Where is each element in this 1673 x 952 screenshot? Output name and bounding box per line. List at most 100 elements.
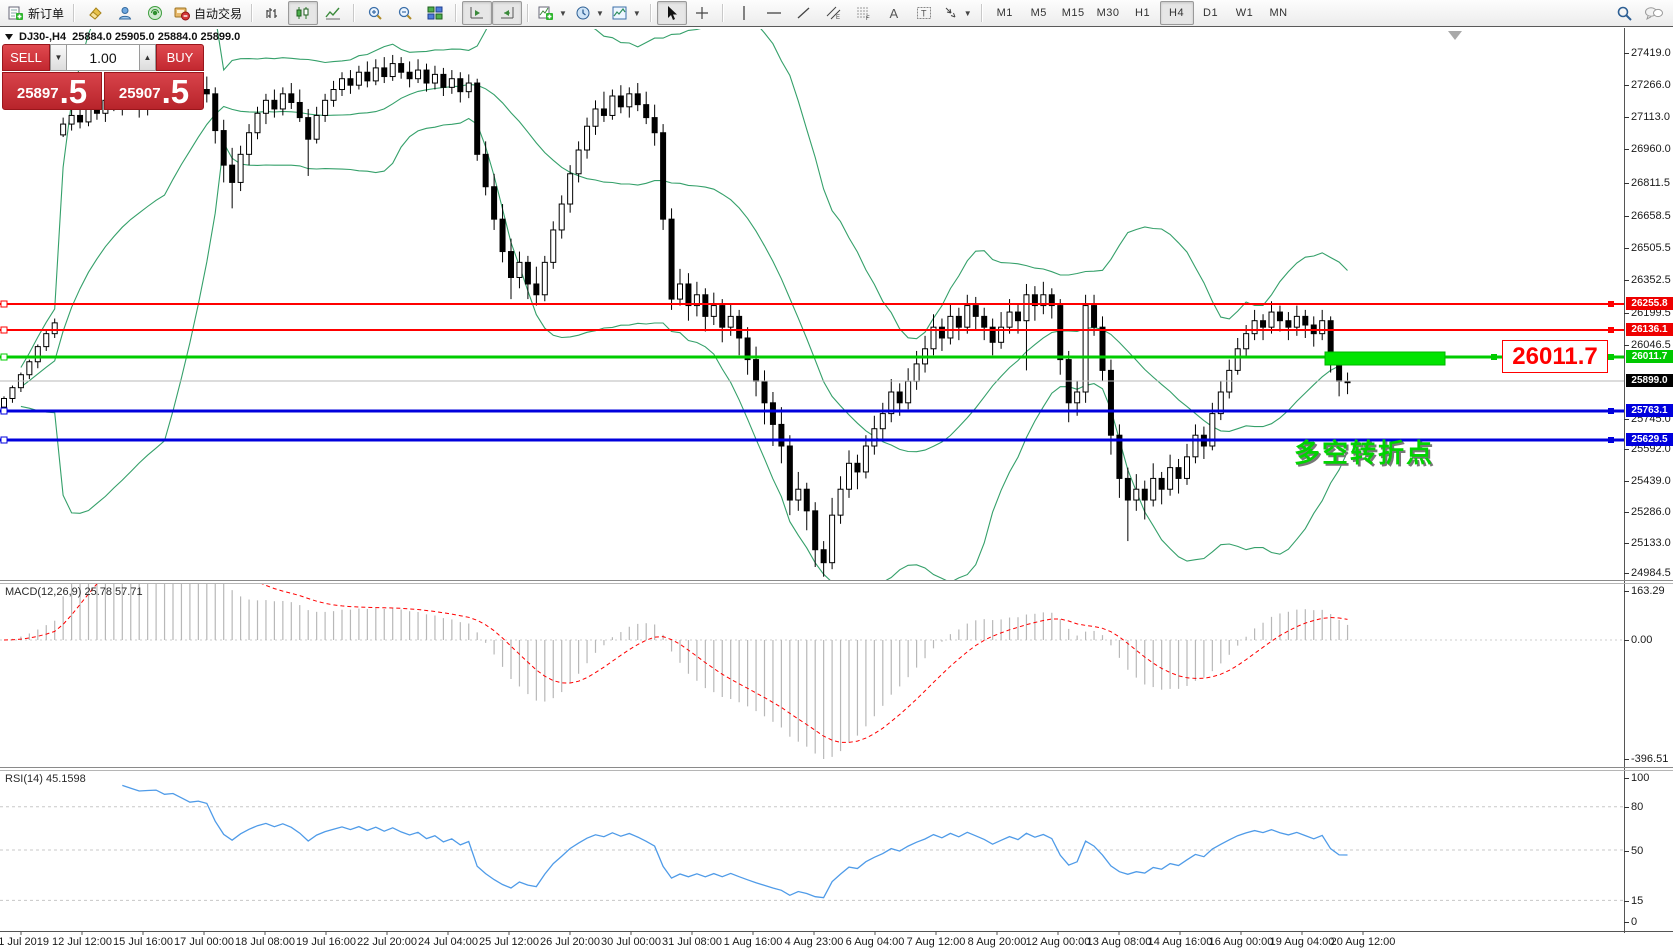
tile-windows-button[interactable] <box>420 1 450 25</box>
timeframe-h1[interactable]: H1 <box>1135 7 1151 19</box>
macd-tick-label: 0.00 <box>1631 634 1653 646</box>
candle-bull <box>313 114 320 140</box>
timeframe-w1[interactable]: W1 <box>1235 7 1254 19</box>
candle-bear <box>533 283 540 296</box>
hline-right-handle[interactable] <box>1608 437 1614 443</box>
candle-bull <box>372 67 379 82</box>
profile-button[interactable] <box>110 1 140 25</box>
sell-price[interactable]: 25897 .5 <box>2 72 102 110</box>
zoom-out-button[interactable] <box>390 1 420 25</box>
text-tool-button[interactable]: A <box>879 1 909 25</box>
candle-bear <box>617 95 624 108</box>
candle-bull <box>1023 294 1030 322</box>
candle-bull <box>1082 305 1089 393</box>
timeframe-d1[interactable]: D1 <box>1203 7 1219 19</box>
periods-caret: ▼ <box>595 8 604 18</box>
channel-button[interactable]: E <box>819 1 849 25</box>
symbol-name: DJ30-,H4 <box>19 31 67 43</box>
horizontal-line-button[interactable] <box>759 1 789 25</box>
timeframe-mn[interactable]: MN <box>1269 7 1288 19</box>
support-zone-rect[interactable] <box>1324 351 1446 366</box>
horizontal-line-icon <box>766 12 781 14</box>
hline-left-handle[interactable] <box>0 353 8 361</box>
bar-chart-button[interactable] <box>258 1 288 25</box>
chat-button[interactable] <box>1639 1 1669 25</box>
hline-left-handle[interactable] <box>0 407 8 415</box>
timeframe-m15[interactable]: M15 <box>1061 7 1085 19</box>
zoom-in-button[interactable] <box>360 1 390 25</box>
indicators-button[interactable]: ▼ <box>534 1 571 25</box>
hline-left-handle[interactable] <box>0 300 8 308</box>
crosshair-button[interactable] <box>687 1 717 25</box>
timeframe-h4[interactable]: H4 <box>1159 1 1194 25</box>
pivot-annotation-text[interactable]: 多空转折点 <box>1294 438 1435 468</box>
signal-button[interactable] <box>140 1 170 25</box>
candle-bull <box>448 78 455 88</box>
bb-upper <box>20 29 1348 368</box>
hline-right-handle[interactable] <box>1608 301 1614 307</box>
fibonacci-button[interactable]: F <box>849 1 879 25</box>
templates-button[interactable]: ▼ <box>608 1 645 25</box>
hline-left-handle[interactable] <box>0 436 8 444</box>
candle-bear <box>736 315 743 339</box>
rsi-tick-label: 80 <box>1631 801 1644 813</box>
candle-bear <box>643 104 650 119</box>
candle-bull <box>837 488 844 516</box>
arrows-button[interactable]: ▼ <box>939 1 976 25</box>
sell-button[interactable]: SELL <box>2 44 50 71</box>
collapse-triangle-icon[interactable] <box>5 34 13 40</box>
chart-shift-marker-icon[interactable] <box>1448 31 1462 40</box>
chat-bubbles-icon <box>1645 7 1663 21</box>
auto-scroll-button[interactable] <box>462 1 493 25</box>
autotrading-label: 自动交易 <box>194 6 243 21</box>
candle-bear <box>1116 434 1123 479</box>
symbol-line: DJ30-,H4 25884.0 25905.0 25884.0 25899.0 <box>5 31 240 43</box>
candle-bull <box>254 112 261 134</box>
candle-bull <box>246 132 253 155</box>
new-order-button[interactable]: 新订单 <box>4 1 68 25</box>
time-label: 31 Jul 08:00 <box>662 936 722 948</box>
vertical-line-button[interactable] <box>729 1 759 25</box>
candle-bull <box>567 173 574 205</box>
candle-bull <box>795 488 802 501</box>
candle-bear <box>812 510 819 551</box>
search-button[interactable] <box>1609 1 1639 25</box>
timeframe-m30[interactable]: M30 <box>1096 7 1120 19</box>
candle-bull <box>431 73 438 84</box>
candle-bull <box>998 326 1005 343</box>
hline-right-handle[interactable] <box>1608 354 1614 360</box>
hline-left-handle[interactable] <box>0 326 8 334</box>
line-chart-button[interactable] <box>318 1 348 25</box>
volume-increase-button[interactable]: ▲ <box>139 44 156 71</box>
buy-button[interactable]: BUY <box>156 44 204 71</box>
eraser-button[interactable] <box>80 1 110 25</box>
eraser-icon <box>89 7 102 20</box>
hline-right-handle[interactable] <box>1608 327 1614 333</box>
timeframe-m1[interactable]: M1 <box>996 7 1013 19</box>
volume-decrease-button[interactable]: ▼ <box>50 44 67 71</box>
volume-input[interactable] <box>67 44 139 71</box>
candle-bear <box>938 326 945 339</box>
candle-bear <box>981 315 988 328</box>
text-label-button[interactable]: T <box>909 1 939 25</box>
buy-price[interactable]: 25907 .5 <box>104 72 204 110</box>
indicators-caret: ▼ <box>559 8 567 18</box>
timeframe-m5[interactable]: M5 <box>1030 7 1047 19</box>
main-chart-pane <box>0 29 1624 580</box>
cursor-button[interactable] <box>656 1 687 25</box>
candlestick-chart-button[interactable] <box>288 1 319 25</box>
time-label: 11 Jul 2019 <box>0 936 50 948</box>
trendline-button[interactable] <box>789 1 819 25</box>
autotrading-button[interactable]: 自动交易 <box>170 1 246 25</box>
chart-shift-button[interactable] <box>492 1 523 25</box>
candle-bull <box>465 82 472 93</box>
price-callout-label[interactable]: 26011.7 <box>1502 340 1608 373</box>
candle-bull <box>9 387 16 399</box>
candle-bear <box>744 337 751 361</box>
candle-bear <box>1057 305 1064 361</box>
periods-button[interactable]: ▼ <box>571 1 608 25</box>
time-label: 7 Aug 12:00 <box>906 936 966 948</box>
hline-right-handle[interactable] <box>1608 408 1614 414</box>
